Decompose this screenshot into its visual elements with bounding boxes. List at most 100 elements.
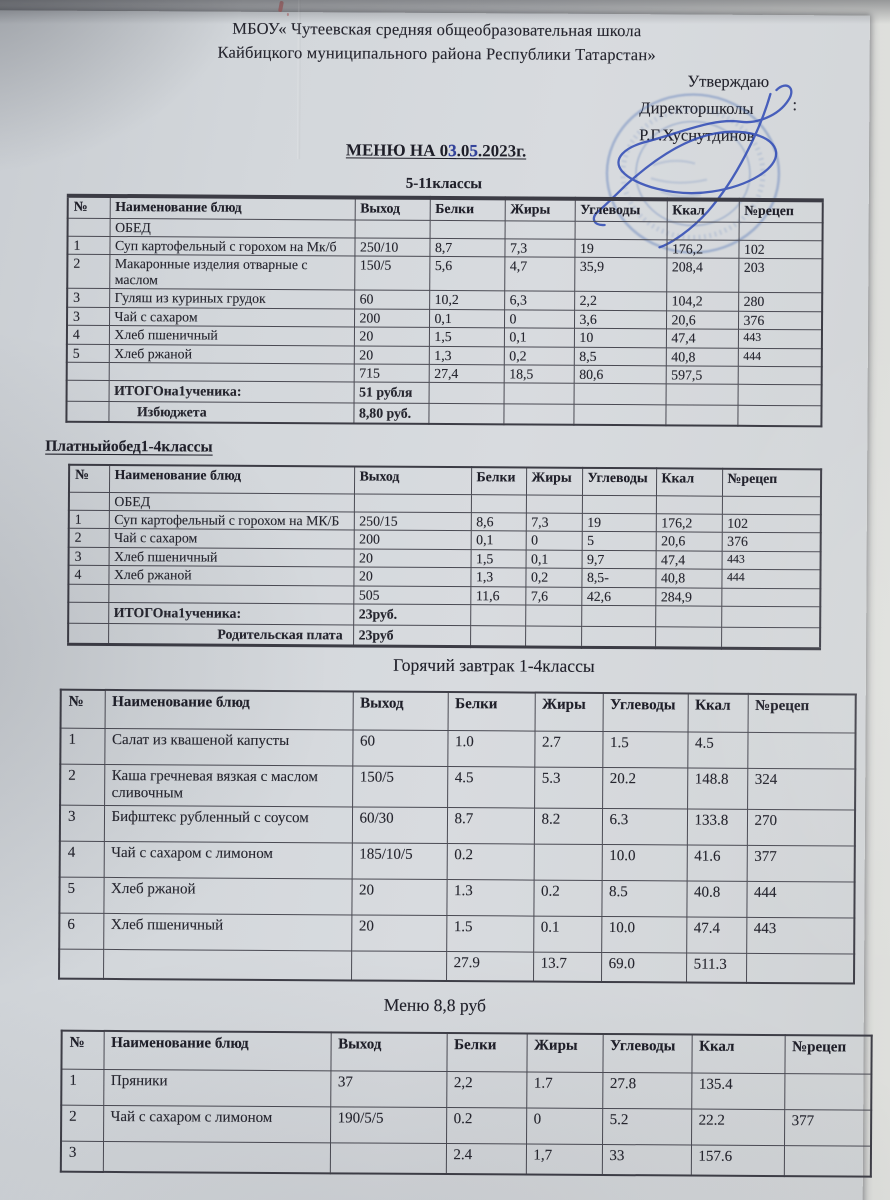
table-cell <box>66 362 109 381</box>
table-cell: 11,6 <box>470 586 526 606</box>
table-cell <box>329 1142 447 1175</box>
table-cell: 4 <box>59 841 104 878</box>
table-header-row: № Наименование блюд Выход Белки Жиры Углеводы… <box>60 689 856 733</box>
table-cell: 42,6 <box>581 587 656 606</box>
table-cell: 2.4 <box>445 1143 527 1175</box>
table-cell: 208,4 <box>666 258 739 293</box>
table-row: 1 Салат из квашеной капусты 60 1.0 2.7 1.5 4.5 <box>60 727 856 769</box>
table-cell: 20.2 <box>602 766 688 809</box>
table-cell: 715 <box>353 363 429 383</box>
table-cell: 377 <box>746 845 855 883</box>
table-cell <box>103 949 352 980</box>
table-cell: 60 <box>354 290 430 310</box>
director-label: Директоршколы <box>639 98 754 118</box>
table-cell: 8,7 <box>429 238 505 258</box>
table-cell <box>67 217 110 237</box>
approve-label: Утверждаю <box>687 71 770 91</box>
table-cell: Бифштекс рубленный с соусом <box>103 805 353 843</box>
table-cell <box>428 382 504 404</box>
table-cell: 8.2 <box>533 808 603 845</box>
table-cell <box>354 219 430 239</box>
table-row: 6 Хлеб пшеничный 20 1.5 0.1 10.0 47.4 443 <box>59 913 855 955</box>
column-header: Выход <box>354 197 430 220</box>
column-header: Жиры <box>525 467 583 495</box>
menu-title-text: МЕНЮ НА 0 <box>345 140 449 161</box>
table-cell <box>108 362 354 383</box>
table-cell: 5.3 <box>534 766 603 809</box>
table-cell: Хлеб пшеничный <box>108 325 355 346</box>
table-cell: 47.4 <box>686 916 747 954</box>
table-cell: 443 <box>737 329 822 349</box>
table-cell: 150/5 <box>352 765 448 808</box>
school-name-line2: Кайбицкого муниципального района Республ… <box>217 42 656 65</box>
column-header: Выход <box>330 1032 447 1072</box>
table-cell <box>581 494 656 514</box>
table-cell: 20 <box>353 327 429 346</box>
column-header: №рецеп <box>784 1035 872 1074</box>
menu-table-8-8: № Наименование блюд Выход Белки Жиры Углеводы… <box>59 1029 873 1178</box>
table-cell: Чай с сахаром с лимоном <box>103 841 352 879</box>
table-cell: Каша гречневая вязкая с маслом сливочным <box>104 763 353 807</box>
table-cell: 2.7 <box>534 730 603 767</box>
table-cell: 1,3 <box>470 567 526 587</box>
table-row: Избюджета 8,80 руб. <box>66 401 822 427</box>
table-cell: 1,3 <box>428 345 504 365</box>
table-row: 2 Каша гречневая вязкая с маслом сливочны… <box>60 763 856 811</box>
table-cell: 1.5 <box>446 915 534 953</box>
table-cell: Суп картофельный с горохом на МК/Б <box>108 510 354 531</box>
table-cell: 511.3 <box>686 952 747 983</box>
table-row: 1 Пряники 37 2,2 1.7 27.8 135.4 <box>61 1068 872 1110</box>
table-cell <box>581 605 656 627</box>
table-row: 5 Хлеб ржаной 20 1.3 0.2 8.5 40.8 444 <box>59 877 855 919</box>
table-cell: 80,6 <box>573 365 666 385</box>
table-cell: 20 <box>353 345 429 365</box>
table-cell: 13.7 <box>533 952 602 982</box>
column-header: Белки <box>470 467 527 495</box>
handwritten-day-digit: 3 <box>448 141 457 161</box>
table-cell: 505 <box>353 585 471 605</box>
column-header: Наименование блюд <box>109 195 355 220</box>
table-cell: 1.3 <box>446 879 534 917</box>
table-cell <box>746 953 855 984</box>
table-cell: 8.5 <box>601 880 687 917</box>
table-cell: 40,8 <box>665 347 738 367</box>
table-cell: 0.1 <box>533 916 602 953</box>
table-cell: 0.2 <box>446 843 534 881</box>
table-cell <box>504 220 575 240</box>
table-cell: 2,2 <box>574 291 667 311</box>
table-cell <box>573 383 666 405</box>
table-cell: 5 <box>59 877 104 914</box>
table-cell: 1,5 <box>428 327 504 347</box>
table-cell <box>470 625 526 648</box>
table-cell: 133.8 <box>686 808 748 846</box>
table-cell: 8.7 <box>446 807 535 845</box>
table-cell: 10.0 <box>601 916 687 953</box>
column-header: Белки <box>429 197 505 221</box>
table-cell: 176,2 <box>655 513 722 533</box>
table-cell: 20 <box>351 914 447 952</box>
table-cell <box>783 1145 872 1177</box>
section-title-paid-lunch: Платныйобед1-4классы <box>45 437 213 456</box>
column-header: Углеводы <box>602 1033 692 1073</box>
table-cell: 102 <box>738 240 823 260</box>
column-header: Белки <box>447 692 535 731</box>
table-cell <box>533 844 602 881</box>
column-header: Наименование блюд <box>104 689 353 730</box>
table-cell: Макаронные изделия отварные с маслом <box>109 254 355 291</box>
column-header: Наименование блюд <box>103 1030 331 1071</box>
table-row: 3 2.4 1,7 33 157.6 <box>60 1140 872 1177</box>
table-row: 3 Бифштекс рубленный с соусом 60/30 8.7 8.2 6… <box>59 805 856 847</box>
table-cell: 104,2 <box>666 292 739 311</box>
table-cell: 23руб <box>353 624 471 647</box>
table-cell: Избюджета <box>108 401 354 424</box>
table-cell: 47,4 <box>665 328 738 348</box>
column-header: Ккал <box>687 693 748 732</box>
menu-date-title: МЕНЮ НА 03.05.2023г. <box>345 140 527 161</box>
table-cell: 3 <box>67 306 110 326</box>
table-cell: 1,5 <box>470 549 526 569</box>
table-cell: 19 <box>574 239 667 259</box>
table-cell: 20 <box>353 567 471 587</box>
table-cell: 47,4 <box>655 550 722 570</box>
table-cell: 0,1 <box>503 327 574 347</box>
table-cell: 597,5 <box>665 365 738 385</box>
